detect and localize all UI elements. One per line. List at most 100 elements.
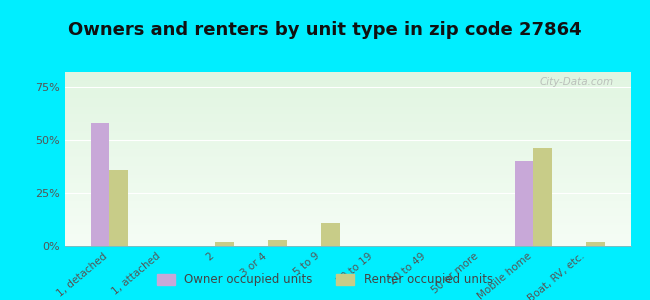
Bar [65,159,630,161]
Bar [65,93,630,94]
Bar [65,229,630,230]
Bar [65,183,630,185]
Bar [65,94,630,96]
Bar [65,84,630,86]
Bar [65,98,630,100]
Bar [65,163,630,164]
Bar [65,208,630,209]
Bar [65,135,630,137]
Bar [65,152,630,154]
Bar [586,242,605,246]
Bar [65,112,630,114]
Text: City-Data.com: City-Data.com [540,77,614,87]
Bar [65,244,630,246]
Bar [65,145,630,147]
Bar [65,215,630,216]
Bar [65,192,630,194]
Bar [65,128,630,129]
Bar [65,236,630,237]
Bar [65,176,630,178]
Bar [65,202,630,204]
Bar [65,166,630,168]
Bar [65,232,630,234]
Bar [65,194,630,196]
Bar [515,161,533,246]
Bar [65,201,630,203]
Bar [65,237,630,239]
Bar [65,169,630,171]
Bar [65,182,630,183]
Bar [65,224,630,225]
Bar [65,136,630,138]
Bar [65,204,630,206]
Bar [65,72,630,74]
Bar [65,105,630,107]
Bar [65,142,630,143]
Bar [65,199,630,201]
Bar [65,124,630,126]
Bar [65,168,630,169]
Bar [65,138,630,140]
Bar [65,114,630,116]
Bar [65,143,630,145]
Bar [65,157,630,159]
Text: Owners and renters by unit type in zip code 27864: Owners and renters by unit type in zip c… [68,21,582,39]
Bar [65,171,630,173]
Bar [65,225,630,227]
Bar [65,218,630,220]
Bar [65,121,630,122]
Bar [65,81,630,82]
Bar [533,148,552,246]
Bar [65,227,630,229]
Bar [65,140,630,142]
Bar [65,77,630,79]
Bar [65,154,630,155]
Bar [65,109,630,110]
Bar [65,242,630,244]
Bar [65,76,630,77]
Bar [65,122,630,124]
Bar [65,129,630,131]
Bar [65,110,630,112]
Bar [65,216,630,218]
Bar [65,79,630,81]
Bar [65,164,630,166]
Bar [109,169,128,246]
Bar [65,119,630,121]
Bar [65,117,630,119]
Bar [65,147,630,148]
Bar [65,180,630,182]
Bar [65,173,630,175]
Bar [65,239,630,241]
Bar [65,148,630,150]
Bar [65,211,630,213]
Bar [65,74,630,76]
Bar [65,187,630,189]
Bar [65,222,630,224]
Bar [215,242,234,246]
Bar [65,241,630,242]
Bar [65,102,630,103]
Bar [91,123,109,246]
Bar [65,196,630,197]
Bar [65,116,630,117]
Bar [65,161,630,163]
Bar [65,150,630,152]
Bar [65,96,630,98]
Bar [65,230,630,232]
Legend: Owner occupied units, Renter occupied units: Owner occupied units, Renter occupied un… [153,269,497,291]
Bar [65,234,630,236]
Bar [65,89,630,91]
Bar [65,209,630,211]
Bar [65,107,630,109]
Bar [65,190,630,192]
Bar [65,213,630,215]
Bar [268,240,287,246]
Bar [65,220,630,222]
Bar [65,91,630,93]
Bar [65,185,630,187]
Bar [65,189,630,190]
Bar [321,223,340,246]
Bar [65,86,630,88]
Bar [65,88,630,89]
